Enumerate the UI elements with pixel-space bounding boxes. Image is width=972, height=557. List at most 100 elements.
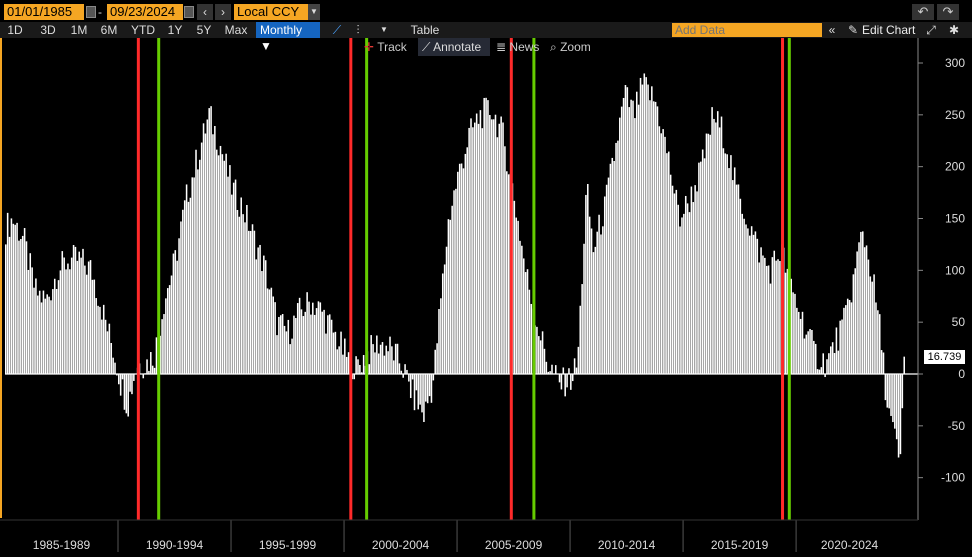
start-date-field[interactable]: 01/01/1985 <box>4 4 84 20</box>
bar <box>807 331 809 374</box>
bar <box>251 224 254 374</box>
bar <box>383 355 386 374</box>
currency-field[interactable]: Local CCY <box>234 4 308 20</box>
frequency-dropdown[interactable]: Monthly ▼ <box>256 22 320 53</box>
range-max-button[interactable]: Max <box>224 23 248 37</box>
bar <box>76 260 79 374</box>
bar <box>385 345 388 374</box>
bar <box>268 289 271 374</box>
bar <box>308 301 310 374</box>
bar <box>894 374 896 429</box>
bar <box>406 369 408 374</box>
range-ytd-button[interactable]: YTD <box>131 23 155 37</box>
bar <box>897 374 900 458</box>
add-data-input[interactable] <box>672 23 822 37</box>
bar <box>709 134 711 374</box>
currency-dropdown-icon[interactable]: ▼ <box>308 4 320 20</box>
bar <box>846 298 849 374</box>
bar <box>882 352 885 374</box>
bar <box>892 374 894 423</box>
next-period-button[interactable]: › <box>215 4 231 20</box>
bar <box>291 338 293 374</box>
range-6m-button[interactable]: 6M <box>100 23 118 37</box>
bar <box>820 367 823 374</box>
bar <box>238 216 241 374</box>
bar <box>104 319 107 374</box>
bar <box>828 353 830 374</box>
bar <box>890 374 892 416</box>
bar <box>758 262 760 374</box>
bar <box>660 133 663 374</box>
bar <box>317 301 320 374</box>
collapse-icon[interactable]: « <box>828 23 836 37</box>
bar-style-icon[interactable]: ⫶ <box>356 23 360 37</box>
table-button[interactable]: Table <box>410 23 440 37</box>
top-toolbar: 01/01/1985 - 09/23/2024 ‹ › Local CCY ▼ … <box>0 0 972 22</box>
bar <box>562 367 565 374</box>
bar <box>298 297 301 374</box>
end-date-field[interactable]: 09/23/2024 <box>107 4 183 20</box>
y-tick-label: 50 <box>952 315 966 329</box>
bar <box>360 372 363 374</box>
chart-type-dropdown-icon[interactable]: ▼ <box>380 25 388 34</box>
bar <box>436 343 438 374</box>
bar <box>669 174 672 374</box>
range-5y-button[interactable]: 5Y <box>196 23 212 37</box>
bar <box>119 374 122 396</box>
bar <box>577 346 580 374</box>
bar <box>118 374 120 385</box>
zoom-tool[interactable]: ⌕ Zoom <box>546 38 600 56</box>
bar <box>293 315 295 374</box>
bar <box>630 99 632 375</box>
range-1y-button[interactable]: 1Y <box>167 23 183 37</box>
bar <box>794 293 796 374</box>
fit-icon[interactable]: ⤢ <box>926 23 936 37</box>
bar <box>903 356 905 374</box>
bar <box>295 318 297 374</box>
redo-button[interactable]: ↷ <box>937 4 959 20</box>
edit-chart-button[interactable]: Edit Chart <box>862 23 916 37</box>
bar <box>281 313 284 374</box>
line-chart-icon[interactable]: ⟋ <box>332 23 342 37</box>
bar <box>711 107 713 374</box>
bar <box>698 162 700 374</box>
range-1m-button[interactable]: 1M <box>70 23 88 37</box>
bar-series <box>5 73 905 458</box>
bar <box>155 337 158 374</box>
bar <box>187 201 190 374</box>
undo-button[interactable]: ↶ <box>912 4 934 20</box>
news-tool[interactable]: ≣ News <box>492 38 544 56</box>
bar <box>801 311 804 374</box>
bar <box>507 174 510 374</box>
zoom-icon: ⌕ <box>550 40 557 54</box>
bar <box>229 165 231 374</box>
bar <box>440 298 442 374</box>
bar <box>376 335 378 374</box>
annotate-tool[interactable]: ⟋ Annotate <box>418 38 490 56</box>
bar <box>153 367 156 374</box>
calendar-icon[interactable] <box>86 6 96 18</box>
bar <box>517 220 519 374</box>
bar <box>421 374 423 413</box>
y-tick-label: 300 <box>945 56 965 70</box>
bar <box>690 186 693 374</box>
bar <box>91 279 94 374</box>
gear-icon[interactable]: ✱ <box>948 23 960 37</box>
bar <box>624 85 627 374</box>
bar <box>44 298 47 374</box>
bar <box>146 359 148 374</box>
track-tool[interactable]: ✛ Track <box>360 38 416 56</box>
prev-period-button[interactable]: ‹ <box>197 4 213 20</box>
bar <box>703 158 706 374</box>
range-3d-button[interactable]: 3D <box>40 23 56 37</box>
calendar-icon[interactable] <box>184 6 194 18</box>
bar <box>775 260 777 374</box>
bar <box>37 295 39 374</box>
bar <box>643 73 646 374</box>
bar <box>797 311 800 374</box>
range-1d-button[interactable]: 1D <box>7 23 23 37</box>
x-axis: 1985-1989 1990-1994 1995-1999 2000-2004 2005… <box>0 519 918 552</box>
bar <box>519 240 521 374</box>
bar <box>506 171 508 374</box>
